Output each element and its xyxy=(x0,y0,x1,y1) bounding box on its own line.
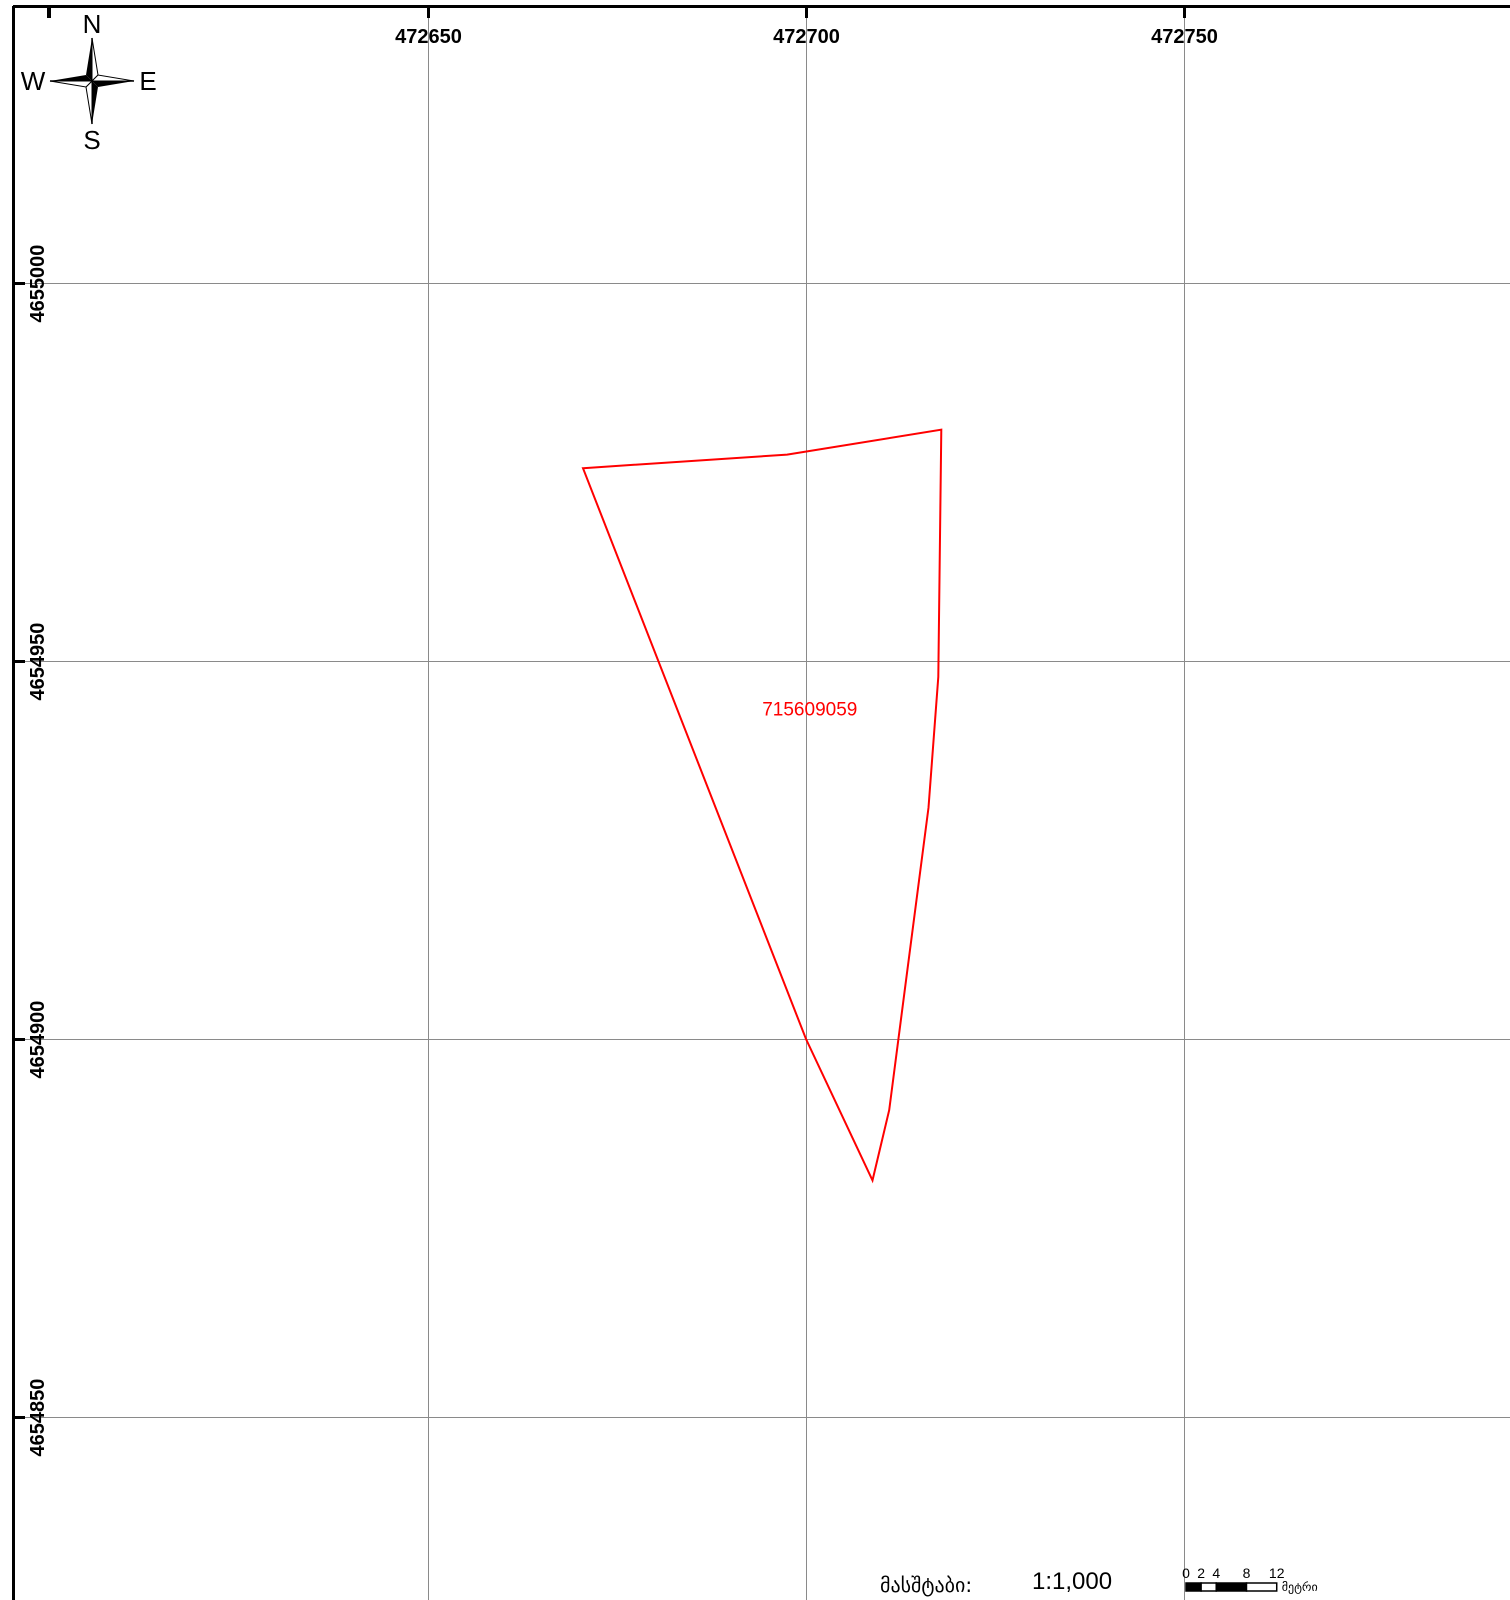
map-frame xyxy=(12,5,1510,1600)
compass-south: S xyxy=(83,125,100,155)
northing-label: 4654950 xyxy=(27,623,49,701)
compass-west: W xyxy=(21,66,46,96)
northing-label: 4655000 xyxy=(27,245,49,323)
scale-bar-tick-label: 2 xyxy=(1197,1565,1205,1581)
northing-labels: 4655000 4654950 4654900 4654850 xyxy=(27,245,49,1457)
easting-labels: 472650 472700 472750 xyxy=(395,26,1218,48)
compass-north: N xyxy=(83,9,102,39)
scale-bar-tick-label: 8 xyxy=(1243,1565,1251,1581)
easting-label: 472650 xyxy=(395,26,462,48)
scale-bar-tick-label: 4 xyxy=(1212,1565,1220,1581)
easting-label: 472700 xyxy=(773,26,840,48)
grid-ticks xyxy=(13,6,1186,1419)
northing-label: 4654900 xyxy=(27,1001,49,1079)
parcel-id-label: 715609059 xyxy=(762,700,857,721)
scale-block: მასშტაბი: 1:1,000 xyxy=(880,1568,1112,1597)
scale-title: მასშტაბი: xyxy=(880,1573,972,1597)
scale-ratio: 1:1,000 xyxy=(1032,1568,1112,1595)
compass-east: E xyxy=(139,66,156,96)
scale-bar-tick-label: 0 xyxy=(1182,1565,1190,1581)
scale-bar-tick-label: 12 xyxy=(1269,1565,1285,1581)
scale-bar-unit: მეტრი xyxy=(1282,1580,1318,1594)
coordinate-grid xyxy=(13,6,1510,1600)
compass-rose-icon: N S W E xyxy=(21,9,157,155)
scale-bar-segment xyxy=(1245,1582,1278,1592)
easting-label: 472750 xyxy=(1151,26,1218,48)
scale-bar-segment xyxy=(1185,1582,1202,1592)
scale-bar-segment xyxy=(1215,1582,1248,1592)
northing-label: 4654850 xyxy=(27,1379,49,1457)
scale-bar-segment xyxy=(1200,1582,1217,1592)
parcel-boundary[interactable] xyxy=(581,428,943,1184)
